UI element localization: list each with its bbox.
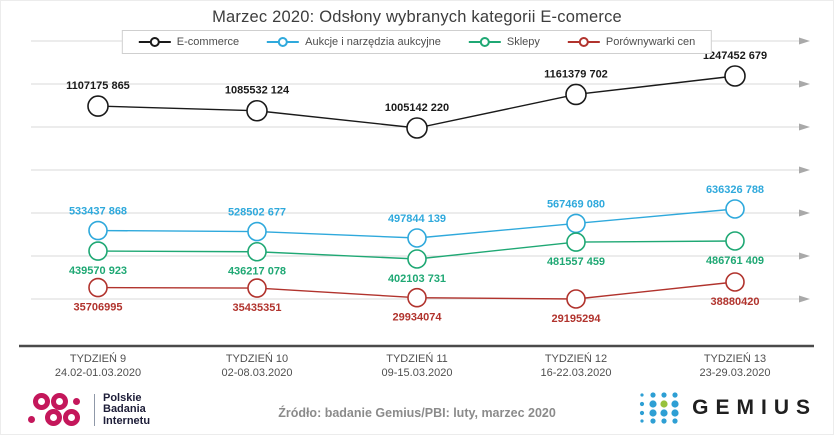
data-label: 436217 078 <box>228 266 286 278</box>
data-label: 29195294 <box>552 313 602 325</box>
week-range: 24.02-01.03.2020 <box>54 367 142 379</box>
data-label: 533437 868 <box>69 206 127 218</box>
data-point <box>724 65 746 87</box>
data-point <box>88 220 108 241</box>
week-name: TYDZIEŃ 11 <box>386 353 448 365</box>
gridline-arrow-icon <box>799 209 810 217</box>
data-label: 38880420 <box>711 296 760 308</box>
data-label: 497844 139 <box>388 213 446 225</box>
legend-item-porownywarki: Porównywarki cen <box>567 36 696 48</box>
data-label: 636326 788 <box>706 184 764 196</box>
gridline-arrow-icon <box>799 123 810 131</box>
data-point <box>407 249 427 269</box>
line-marker-icon <box>567 37 600 47</box>
week-range: 02-08.03.2020 <box>221 367 293 379</box>
data-label: 1107175 865 <box>66 80 130 92</box>
pbi-logo: Polskie Badania Internetu <box>28 391 151 428</box>
x-axis-label-week10: TYDZIEŃ 10 02-08.03.2020 <box>222 352 293 380</box>
week-name: TYDZIEŃ 13 <box>703 353 767 365</box>
data-point <box>88 241 108 261</box>
legend-label: E-commerce <box>176 36 240 48</box>
data-label: 1247452 679 <box>703 50 767 62</box>
data-point <box>88 277 108 298</box>
gridline-arrow-icon <box>799 80 810 88</box>
data-point <box>406 117 428 139</box>
legend-item-ecommerce: E-commerce <box>138 36 240 48</box>
pbi-logo-divider <box>94 393 95 426</box>
x-axis-label-week9: TYDZIEŃ 9 24.02-01.03.2020 <box>55 352 141 380</box>
data-label: 486761 409 <box>706 255 764 267</box>
data-point <box>407 228 427 248</box>
x-axis-label-week11: TYDZIEŃ 11 09-15.03.2020 <box>382 352 453 380</box>
gemius-logo-text: GEMIUS <box>692 396 817 419</box>
week-name: TYDZIEŃ 9 <box>69 353 127 365</box>
line-marker-icon <box>138 37 171 47</box>
footer: Polskie Badania Internetu Źródło: badani… <box>1 384 833 434</box>
data-label: 35706995 <box>74 302 123 314</box>
data-label: 439570 923 <box>69 265 127 277</box>
legend-label: Porównywarki cen <box>605 36 696 48</box>
data-point <box>247 241 267 262</box>
data-point <box>725 199 745 219</box>
data-point <box>566 213 586 234</box>
legend-item-sklepy: Sklepy <box>468 36 540 48</box>
legend-label: Sklepy <box>506 36 540 48</box>
gridline-arrow-icon <box>799 37 810 45</box>
source-note: Źródło: badanie Gemius/PBI: luty, marzec… <box>278 406 556 420</box>
chart-title: Marzec 2020: Odsłony wybranych kategorii… <box>212 8 622 26</box>
data-point <box>725 272 745 292</box>
data-point <box>566 289 586 309</box>
data-point <box>725 231 745 251</box>
week-range: 16-22.03.2020 <box>540 367 612 379</box>
gridline-arrow-icon <box>799 166 810 174</box>
data-point <box>247 278 267 298</box>
data-label: 481557 459 <box>547 256 605 268</box>
data-label: 1085532 124 <box>225 85 290 97</box>
week-range: 23-29.03.2020 <box>699 367 771 379</box>
line-marker-icon <box>267 37 300 47</box>
data-point <box>247 221 267 242</box>
data-label: 29934074 <box>393 312 443 324</box>
gemius-logo: GEMIUS <box>638 390 817 426</box>
data-point <box>246 99 268 122</box>
legend-item-aukcje: Aukcje i narzędzia aukcyjne <box>267 36 441 48</box>
pbi-dots-icon <box>28 392 86 427</box>
week-name: TYDZIEŃ 10 <box>225 353 289 365</box>
data-point <box>407 287 427 308</box>
data-label: 35435351 <box>233 302 282 314</box>
gemius-dots-icon <box>640 392 679 424</box>
gridline-arrow-icon <box>799 252 810 260</box>
week-range: 09-15.03.2020 <box>381 367 453 379</box>
line-marker-icon <box>468 37 501 47</box>
data-label: 1005142 220 <box>385 102 449 114</box>
data-label: 567469 080 <box>547 198 605 210</box>
chart-legend: E-commerce Aukcje i narzędzia aukcyjne S… <box>121 30 713 54</box>
gridline-arrow-icon <box>799 295 810 303</box>
pbi-logo-text: Polskie Badania Internetu <box>103 391 151 427</box>
data-point <box>565 83 587 106</box>
x-axis-label-week13: TYDZIEŃ 13 23-29.03.2020 <box>700 352 771 380</box>
data-point <box>87 95 109 117</box>
x-axis-label-week12: TYDZIEŃ 12 16-22.03.2020 <box>541 352 612 380</box>
data-label: 1161379 702 <box>544 68 608 80</box>
data-label: 528502 677 <box>228 207 286 219</box>
week-name: TYDZIEŃ 12 <box>544 353 608 365</box>
legend-label: Aukcje i narzędzia aukcyjne <box>305 36 441 48</box>
data-point <box>566 232 586 252</box>
data-label: 402103 731 <box>388 273 446 285</box>
